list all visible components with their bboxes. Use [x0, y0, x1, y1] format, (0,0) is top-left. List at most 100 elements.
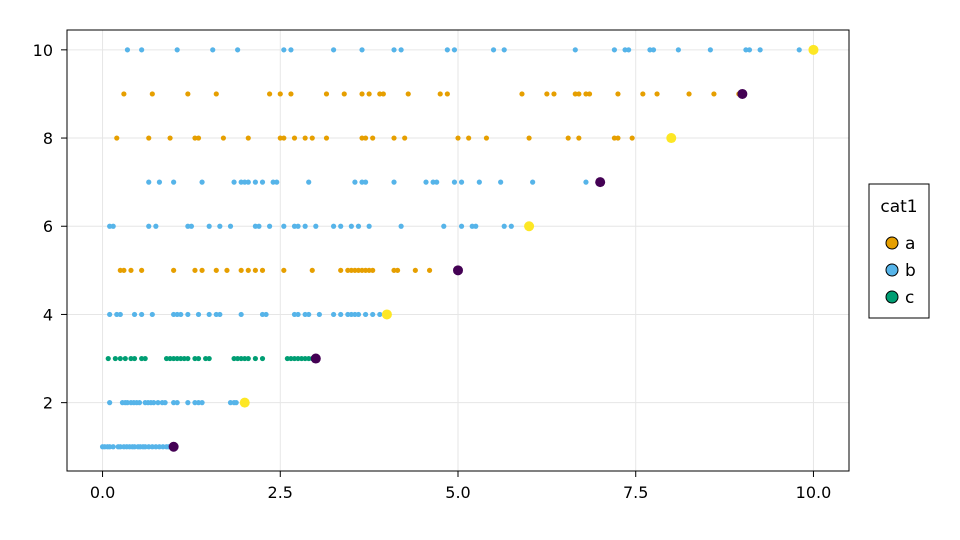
data-point-a	[291, 135, 298, 141]
data-point-b	[508, 223, 514, 229]
data-point-b	[242, 179, 248, 185]
data-point-b	[330, 47, 337, 53]
data-point-b	[263, 311, 269, 318]
endpoint-marker	[595, 177, 606, 188]
data-point-a	[615, 135, 621, 141]
endpoint-marker	[524, 221, 535, 232]
data-point-c	[122, 355, 128, 362]
data-point-b	[174, 311, 180, 318]
data-point-b	[430, 179, 436, 185]
data-point-b	[139, 311, 145, 318]
data-point-b	[398, 47, 404, 53]
data-point-b	[359, 179, 365, 185]
data-point-a	[355, 267, 362, 273]
data-point-a	[309, 135, 315, 141]
data-point-a	[121, 267, 127, 273]
endpoint-marker	[381, 309, 392, 320]
grid-lines	[67, 30, 849, 471]
data-point-b	[206, 311, 212, 318]
endpoint-marker	[737, 88, 748, 99]
data-point-a	[455, 135, 461, 141]
data-point-b	[423, 179, 429, 185]
data-point-b	[391, 47, 397, 53]
data-point-b	[153, 223, 159, 229]
data-point-b	[348, 311, 354, 318]
data-point-b	[188, 223, 195, 229]
data-point-b	[217, 311, 223, 318]
data-point-a	[526, 135, 532, 141]
x-tick-label: 2.5	[268, 483, 293, 502]
data-point-c	[288, 355, 294, 362]
data-point-b	[195, 311, 202, 318]
data-point-a	[121, 91, 127, 97]
endpoint-marker	[310, 353, 321, 364]
data-point-c	[291, 355, 298, 362]
data-point-a	[192, 135, 198, 141]
data-point-c	[203, 355, 209, 362]
data-point-a	[654, 91, 660, 97]
data-point-a	[586, 91, 593, 97]
data-point-b	[362, 311, 369, 318]
data-point-b	[131, 444, 138, 450]
data-point-a	[362, 267, 369, 273]
data-point-a	[359, 135, 365, 141]
data-point-a	[359, 267, 365, 273]
data-point-b	[572, 47, 578, 53]
data-point-b	[252, 223, 258, 229]
data-point-b	[136, 400, 143, 406]
data-point-b	[155, 400, 161, 406]
data-point-b	[434, 179, 440, 185]
data-point-a	[323, 91, 330, 97]
data-point-b	[451, 47, 458, 53]
data-point-a	[370, 135, 376, 141]
data-point-a	[444, 91, 450, 97]
data-point-c	[181, 355, 187, 362]
data-point-b	[370, 311, 376, 318]
data-point-b	[348, 223, 354, 229]
data-point-b	[185, 400, 191, 406]
data-point-b	[110, 444, 116, 450]
data-point-a	[483, 135, 490, 141]
data-point-b	[238, 179, 244, 185]
data-point-a	[323, 135, 330, 141]
data-point-a	[615, 91, 621, 97]
data-point-b	[295, 311, 301, 318]
data-point-c	[306, 355, 312, 362]
y-tick-label: 2	[43, 394, 53, 413]
data-point-a	[576, 135, 582, 141]
endpoint-marker	[453, 265, 463, 276]
data-point-b	[306, 179, 312, 185]
data-point-a	[391, 267, 397, 273]
data-point-a	[199, 267, 205, 273]
data-point-a	[117, 267, 123, 273]
data-point-b	[267, 223, 273, 229]
axes: 0.0 2.5 5.0 7.5 10.0 2 4 6 8 10	[33, 41, 832, 502]
data-point-c	[238, 355, 244, 362]
data-point-b	[174, 47, 180, 53]
data-point-b	[451, 179, 458, 185]
legend-swatch-b	[885, 263, 899, 277]
endpoint-marker	[808, 44, 819, 55]
data-point-b	[362, 179, 369, 185]
data-point-b	[227, 223, 234, 229]
x-tick-label: 5.0	[445, 483, 470, 502]
data-point-b	[210, 47, 216, 53]
legend-label-a: a	[905, 234, 915, 254]
data-point-b	[174, 400, 180, 406]
data-point-b	[107, 444, 113, 450]
legend-swatch-a	[885, 236, 899, 250]
data-point-b	[338, 311, 344, 318]
data-point-c	[259, 355, 266, 362]
data-point-b	[469, 223, 475, 229]
data-point-b	[142, 444, 148, 450]
data-point-b	[238, 311, 244, 318]
data-point-c	[163, 355, 170, 362]
data-point-a	[544, 91, 550, 97]
data-point-b	[171, 400, 177, 406]
data-point-a	[345, 267, 351, 273]
data-point-b	[171, 179, 177, 185]
data-point-b	[355, 311, 362, 318]
data-point-b	[259, 311, 266, 318]
data-point-b	[256, 223, 262, 229]
